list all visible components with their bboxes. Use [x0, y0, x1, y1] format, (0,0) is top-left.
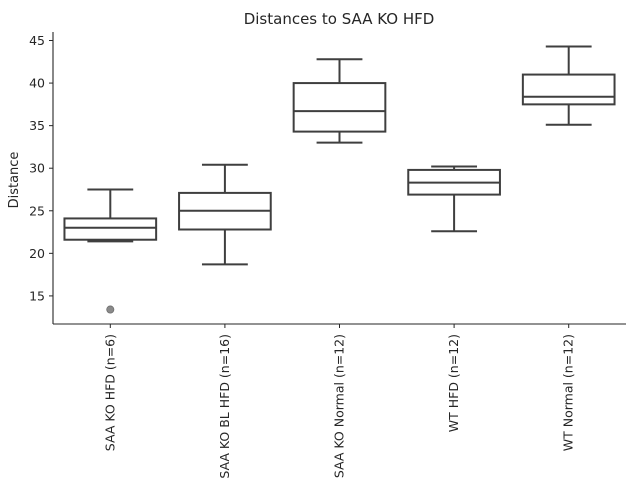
y-tick-label: 25: [29, 203, 45, 218]
y-tick-label: 15: [29, 288, 45, 303]
x-tick-label: WT Normal (n=12): [561, 334, 576, 451]
x-tick-label: SAA KO Normal (n=12): [332, 334, 347, 478]
outlier-point: [106, 305, 115, 314]
chart-title: Distances to SAA KO HFD: [244, 10, 435, 28]
y-tick-label: 20: [29, 246, 45, 261]
plot-area: 15 20 25 30 35 40 45 SAA KO HFD (n=6) SAA KO BL …: [29, 32, 626, 479]
y-tick-label: 30: [29, 161, 45, 176]
box-iqr: [521, 73, 616, 106]
y-tick-label: 40: [29, 76, 45, 91]
y-axis-label: Distance: [7, 152, 22, 209]
box-iqr: [292, 82, 387, 133]
x-tick-label: SAA KO HFD (n=6): [102, 334, 117, 451]
y-tick-label: 35: [29, 118, 45, 133]
box-iqr: [63, 217, 158, 241]
x-tick-label: WT HFD (n=12): [446, 334, 461, 432]
x-tick-label: SAA KO BL HFD (n=16): [217, 334, 232, 479]
y-tick-label: 45: [29, 33, 45, 48]
